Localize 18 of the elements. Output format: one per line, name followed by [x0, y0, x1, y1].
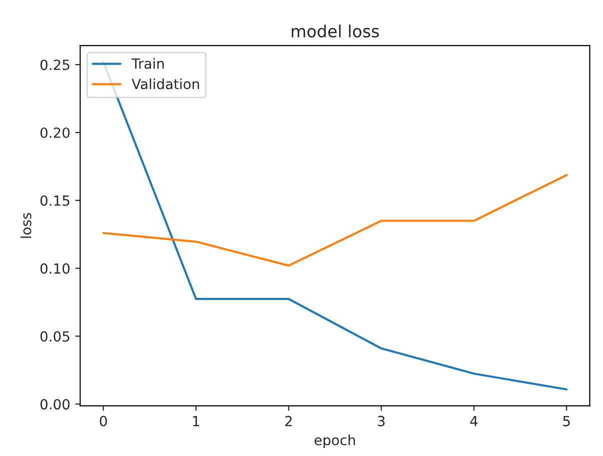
x-tick-label: 5: [563, 416, 570, 426]
y-tick-label: 0.20: [40, 127, 70, 138]
line-series: [102, 174, 568, 267]
legend-label: Train: [132, 58, 164, 69]
x-tick-label: 0: [100, 416, 107, 426]
x-tick-label: 4: [470, 416, 478, 426]
y-tick-label: 0.25: [40, 60, 70, 70]
x-axis-title: epoch: [314, 434, 355, 448]
x-tick-label: 3: [378, 416, 385, 426]
y-tick-label: 0.10: [40, 263, 70, 274]
y-tick-label: 0.05: [40, 331, 70, 342]
y-tick-label: 0.00: [40, 399, 70, 410]
y-axis-title: loss: [20, 212, 32, 238]
chart-title: model loss: [292, 24, 379, 38]
x-tick-label: 1: [193, 416, 200, 426]
y-tick-label: 0.15: [40, 195, 70, 206]
x-tick-label: 2: [285, 416, 292, 426]
legend-label: Validation: [132, 78, 199, 90]
